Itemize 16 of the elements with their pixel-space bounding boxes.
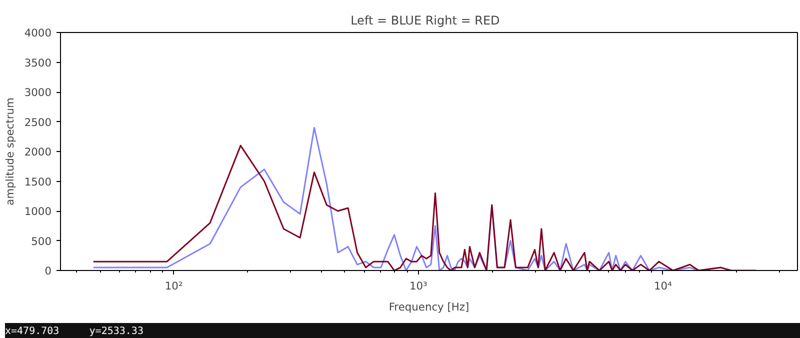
y-tick-label: 2000 bbox=[24, 146, 52, 158]
y-tick-label: 0 bbox=[44, 264, 52, 278]
y-tick-label: 1000 bbox=[24, 205, 52, 218]
y-tick-label: 4000 bbox=[24, 26, 52, 40]
x-axis-title: Frequency [Hz] bbox=[388, 300, 470, 314]
y-tick-label: 3500 bbox=[24, 56, 52, 70]
x-tick-label: 10⁴ bbox=[654, 280, 672, 292]
chart-title: Left = BLUE Right = RED bbox=[350, 14, 500, 28]
text: x=479.703 y=2533.33 bbox=[5, 325, 144, 338]
y-tick-label: 1500 bbox=[24, 175, 52, 188]
y-axis-title: amplitude spectrum bbox=[3, 98, 16, 206]
y-tick-label: 2500 bbox=[24, 116, 52, 129]
y-tick-label: 500 bbox=[31, 234, 52, 248]
y-tick-label: 3000 bbox=[24, 86, 52, 99]
x-tick-label: 10³ bbox=[409, 280, 428, 292]
x-tick-label: 10² bbox=[164, 280, 183, 292]
